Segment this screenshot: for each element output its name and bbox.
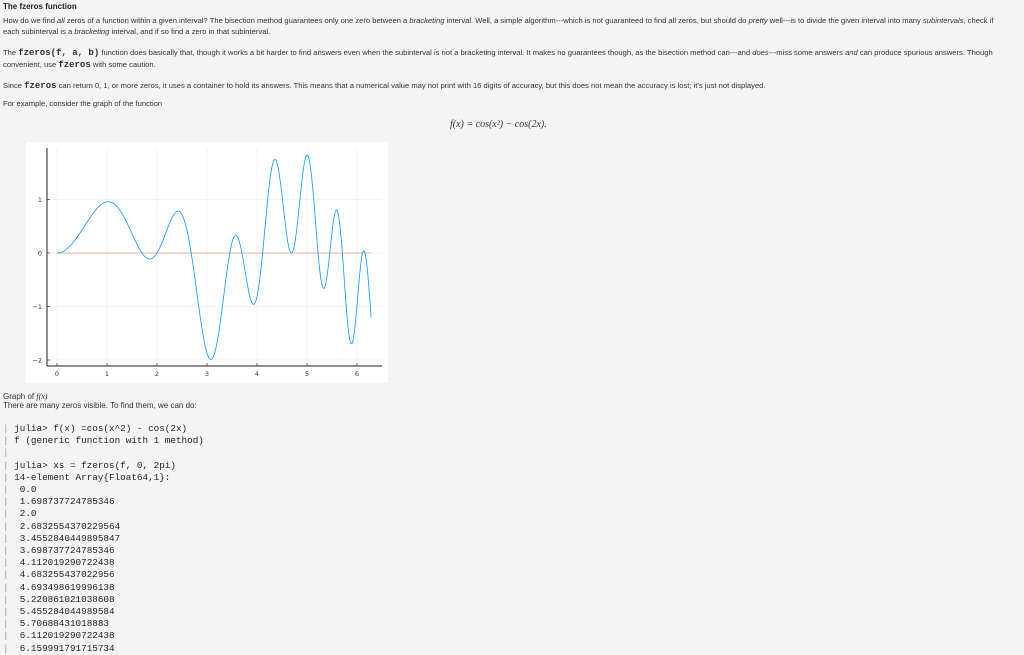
code-line: | julia> xs = fzeros(f, 0, 2pi) bbox=[3, 459, 176, 471]
paragraph-5: There are many zeros visible. To find th… bbox=[3, 401, 197, 410]
function-curve bbox=[56, 154, 372, 360]
x-tick-label: 1 bbox=[105, 370, 109, 378]
code-line: | 4.112019290722438 bbox=[3, 557, 115, 569]
code-line: | 14-element Array{Float64,1}: bbox=[3, 471, 171, 483]
code-line: | 2.0 bbox=[3, 508, 37, 520]
paragraph-4: For example, consider the graph of the f… bbox=[3, 99, 163, 108]
code-line: | 5.455284044989584 bbox=[3, 606, 115, 618]
code-line: | 2.6832554370229564 bbox=[3, 520, 121, 532]
code-block: | julia> f(x) =cos(x^2) - cos(2x) | f (ge… bbox=[3, 423, 204, 655]
paragraph-3: Since fzeros can return 0, 1, or more ze… bbox=[3, 81, 766, 91]
code-line: | 5.70688431018883 bbox=[3, 618, 110, 630]
y-tick-label: −2 bbox=[32, 357, 42, 365]
x-tick-label: 0 bbox=[55, 370, 59, 378]
function-plot: 0 1 2 3 4 5 6 1 0 −1 −2 bbox=[26, 142, 388, 383]
code-line: | 3.698737724785346 bbox=[3, 545, 115, 557]
code-line: | 6.112019290722438 bbox=[3, 630, 115, 642]
code-line: | f (generic function with 1 method) bbox=[3, 435, 204, 447]
plot-svg: 0 1 2 3 4 5 6 1 0 −1 −2 bbox=[32, 148, 382, 378]
y-tick-label: 1 bbox=[38, 196, 42, 204]
y-tick-label: 0 bbox=[38, 250, 42, 258]
paragraph-1: How do we find all zeros of a function w… bbox=[3, 16, 994, 36]
formula: f(x) = cos(x²) − cos(2x). bbox=[450, 119, 547, 130]
figure-caption: Graph of f(x) There are many zeros visibl… bbox=[3, 392, 197, 410]
code-line: | 6.159991791715734 bbox=[3, 642, 115, 654]
code-line: | 3.4552840449895847 bbox=[3, 532, 121, 544]
x-tick-label: 2 bbox=[155, 370, 159, 378]
code-line: | 0.0 bbox=[3, 484, 37, 496]
x-tick-label: 6 bbox=[355, 370, 359, 378]
x-tick-label: 4 bbox=[255, 370, 259, 378]
paragraph-2: The fzeros(f, a, b) function does basica… bbox=[3, 48, 993, 70]
code-line: | bbox=[3, 447, 15, 459]
code-line: | 5.220861021038608 bbox=[3, 593, 115, 605]
x-tick-label: 5 bbox=[305, 370, 309, 378]
section-title: The fzeros function bbox=[3, 2, 77, 11]
y-tick-label: −1 bbox=[32, 303, 42, 311]
code-line: | 1.698737724785346 bbox=[3, 496, 115, 508]
code-line: | 4.693498619996138 bbox=[3, 581, 115, 593]
x-tick-label: 3 bbox=[205, 370, 209, 378]
code-line: | julia> f(x) =cos(x^2) - cos(2x) bbox=[3, 423, 188, 434]
code-line: | 4.683255437022956 bbox=[3, 569, 115, 581]
